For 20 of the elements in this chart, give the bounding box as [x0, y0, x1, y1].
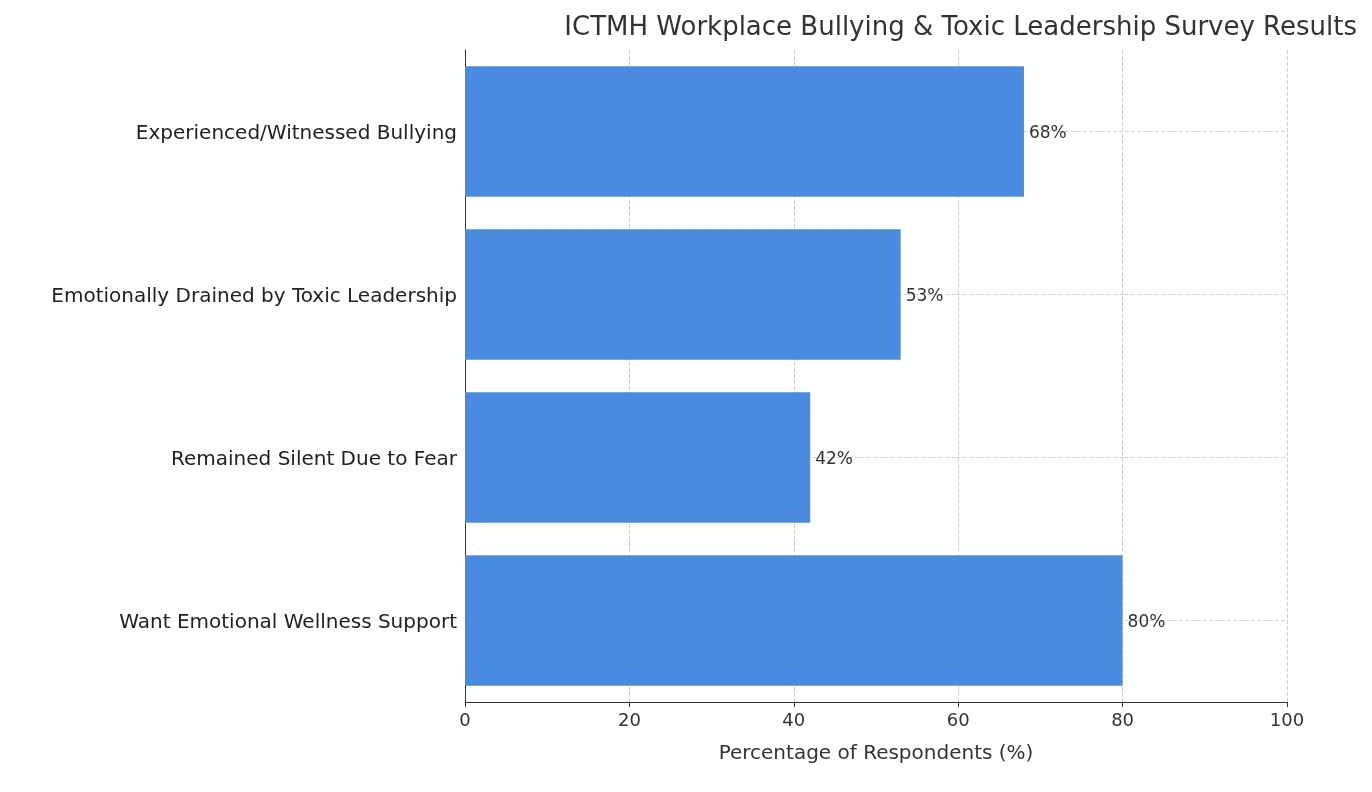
- data-label: 68%: [1028, 121, 1067, 142]
- bar: [465, 555, 1123, 686]
- bar: [465, 229, 901, 360]
- bar: [465, 392, 811, 523]
- y-tick-label: Emotionally Drained by Toxic Leadership: [51, 282, 457, 307]
- y-tick-label: Want Emotional Wellness Support: [119, 608, 458, 633]
- data-label: 42%: [815, 447, 854, 468]
- bar: [465, 66, 1024, 197]
- data-label: 53%: [905, 284, 944, 305]
- y-tick-label: Experienced/Witnessed Bullying: [135, 119, 457, 144]
- x-axis-title: Percentage of Respondents (%): [718, 740, 1034, 764]
- x-tick-label: 20: [617, 708, 641, 730]
- x-tick-label: 100: [1269, 708, 1305, 730]
- x-tick-label: 80: [1111, 708, 1135, 730]
- data-label: 80%: [1127, 610, 1166, 631]
- x-tick-label: 60: [946, 708, 970, 730]
- chart-title: ICTMH Workplace Bullying & Toxic Leadership Survey Results: [564, 11, 1358, 41]
- x-tick-label: 0: [459, 708, 471, 730]
- x-tick-label: 40: [782, 708, 806, 730]
- y-tick-label: Remained Silent Due to Fear: [171, 445, 458, 470]
